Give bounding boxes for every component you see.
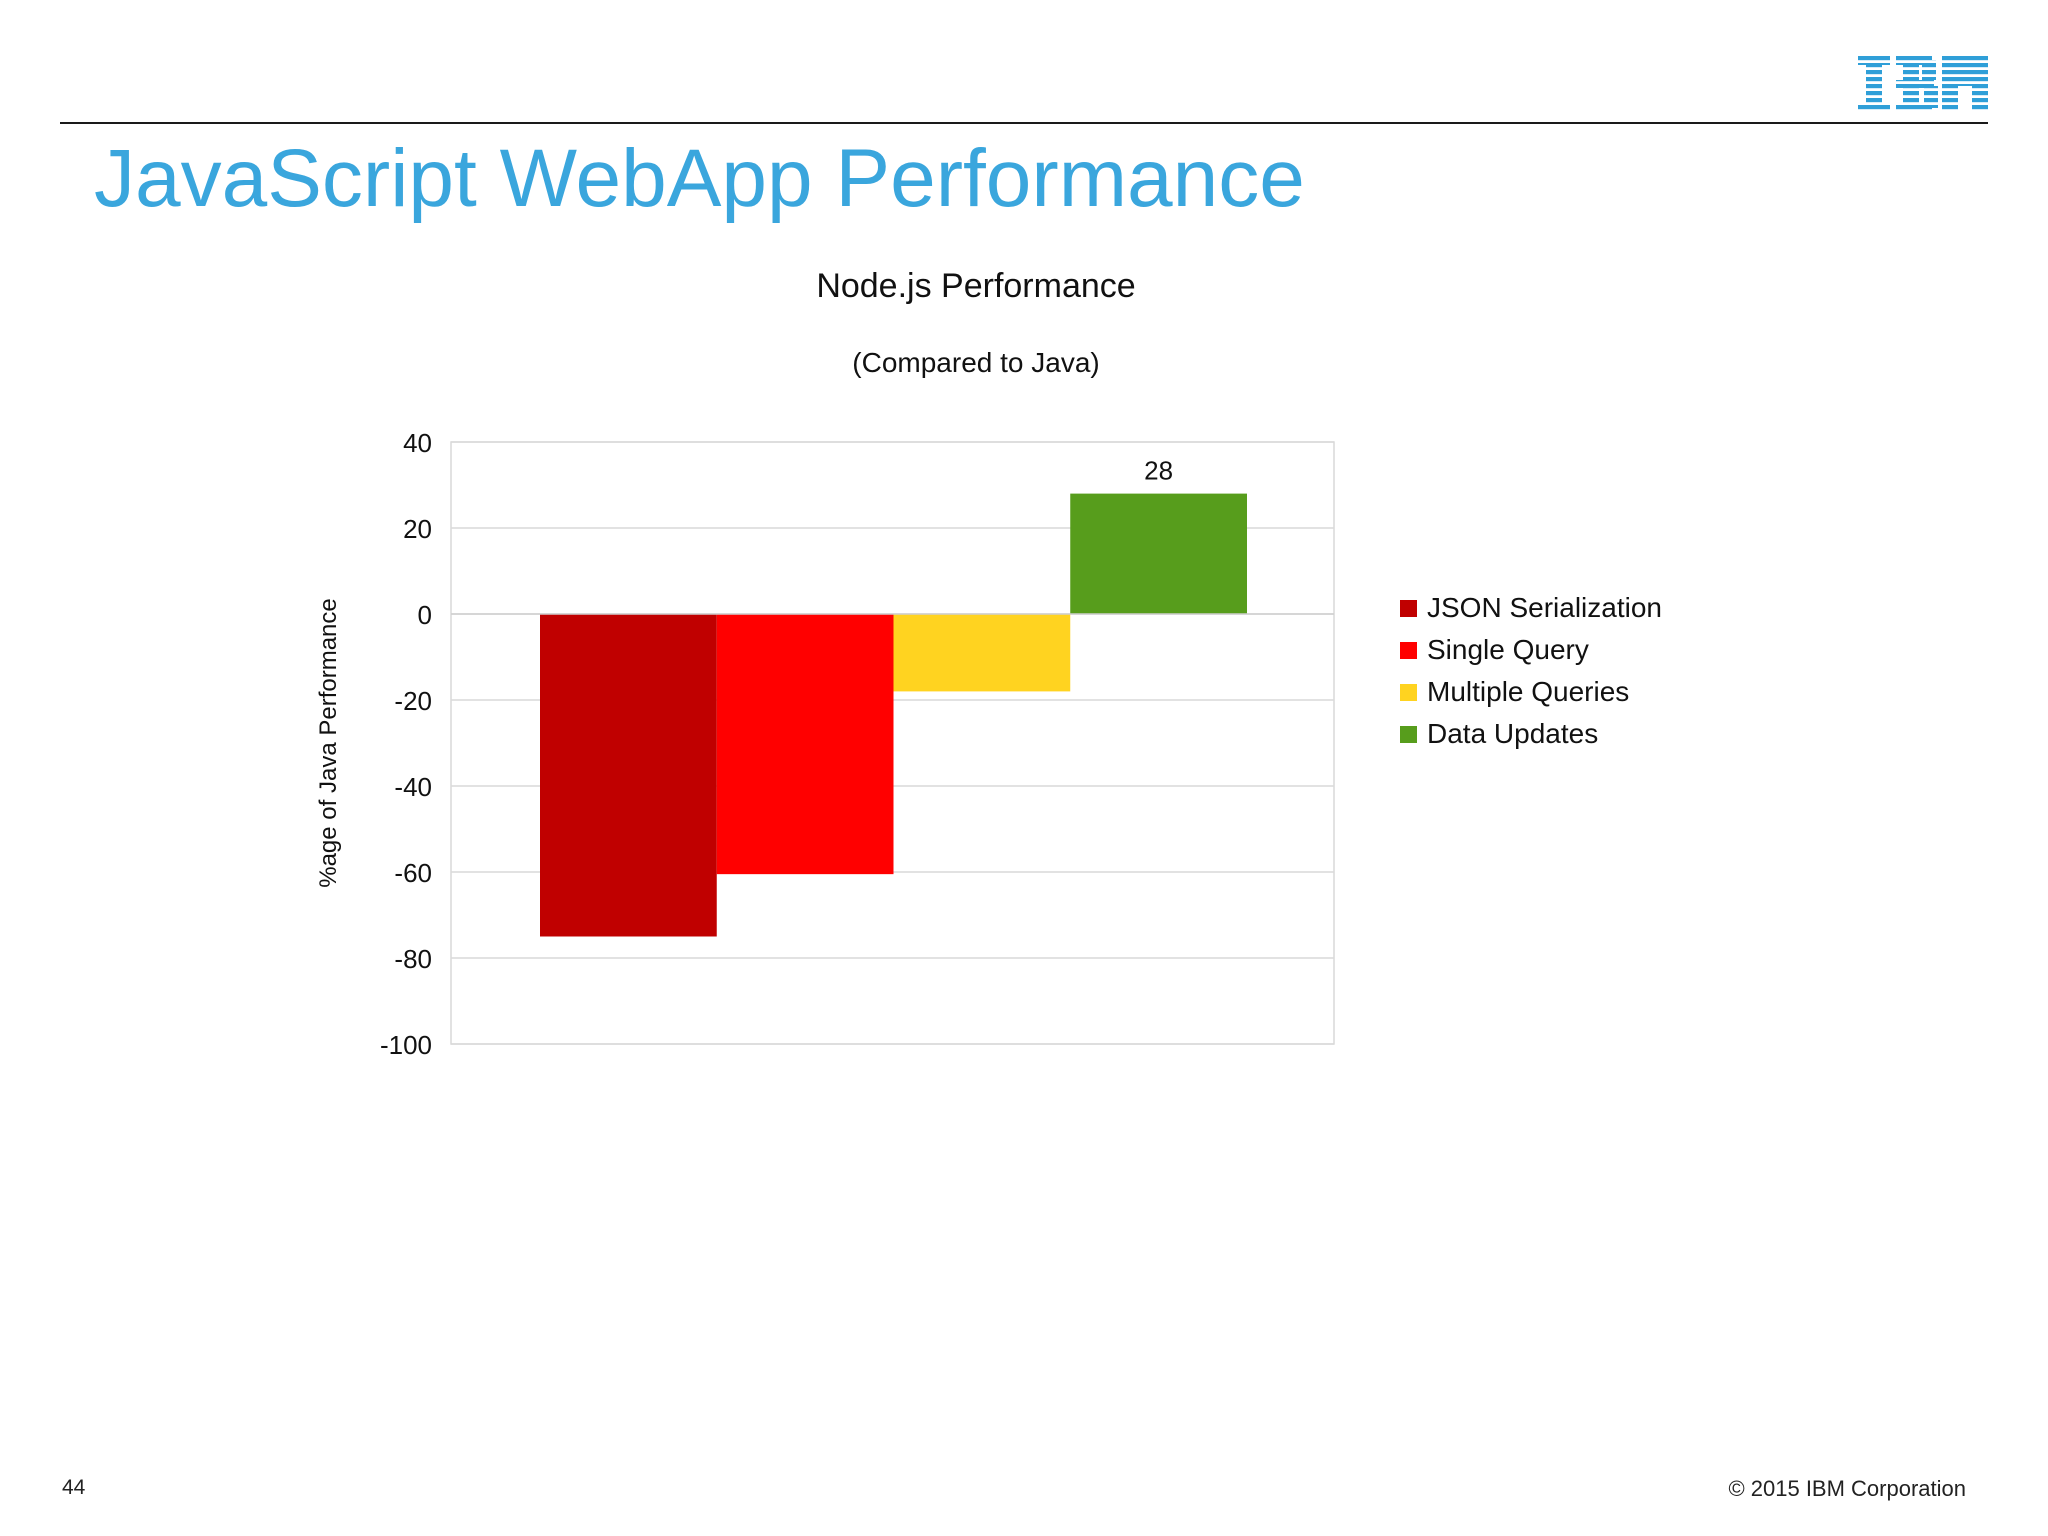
legend-item-label: JSON Serialization	[1427, 592, 1662, 623]
chart-title: Node.js Performance	[816, 267, 1135, 305]
ibm-logo	[1856, 56, 1990, 112]
bar-multiple-queries	[893, 614, 1071, 692]
y-tick-label: -80	[394, 944, 432, 974]
legend-swatch	[1400, 726, 1417, 743]
legend-item-label: Data Updates	[1427, 718, 1598, 749]
copyright-text: © 2015 IBM Corporation	[1728, 1476, 1966, 1501]
legend-swatch	[1400, 642, 1417, 659]
legend-item-label: Multiple Queries	[1427, 676, 1629, 707]
y-tick-label: -20	[394, 686, 432, 716]
chart-subtitle: (Compared to Java)	[852, 347, 1099, 378]
y-tick-label: 0	[418, 600, 432, 630]
bar-data-updates	[1070, 493, 1247, 614]
y-axis-label: %age of Java Performance	[315, 598, 342, 888]
legend-item-label: Single Query	[1427, 634, 1589, 665]
y-tick-label: -40	[394, 772, 432, 802]
header-rule	[60, 122, 1988, 124]
bar-json-serialization	[540, 614, 717, 937]
slide-title: JavaScript WebApp Performance	[94, 133, 1305, 224]
legend-swatch	[1400, 600, 1417, 617]
page-number: 44	[62, 1476, 86, 1499]
y-tick-label: 40	[403, 428, 432, 458]
bar-single-query	[716, 614, 894, 875]
data-label: 28	[1144, 456, 1173, 486]
y-tick-label: -100	[380, 1030, 432, 1060]
y-tick-label: 20	[403, 514, 432, 544]
legend-swatch	[1400, 684, 1417, 701]
y-tick-label: -60	[394, 858, 432, 888]
